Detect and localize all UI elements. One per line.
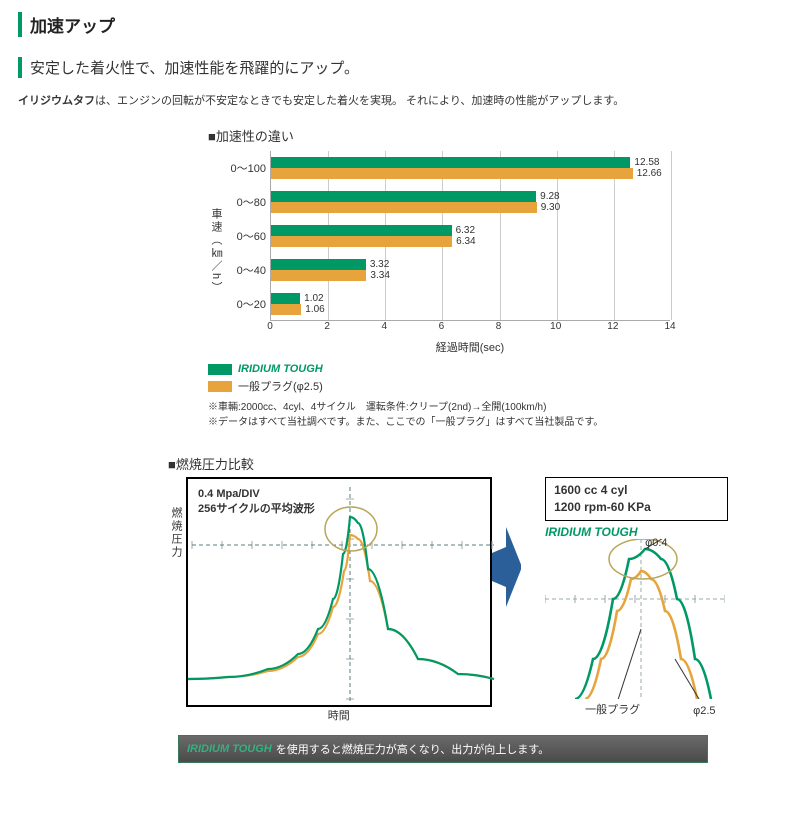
bar-value: 9.30 — [541, 202, 560, 213]
bar-value: 6.32 — [456, 225, 475, 236]
intro-bold: イリジウムタフ — [18, 95, 95, 107]
bar-chart-note1: ※車輛:2000cc、4cyl、4サイクル 運転条件:クリープ(2nd)→全開(… — [208, 400, 708, 415]
pressure-right-box: 1600 cc 4 cyl 1200 rpm-60 KPa — [545, 477, 728, 521]
legend-swatch-iridium — [208, 364, 232, 375]
legend-label-iridium: IRIDIUM TOUGH — [238, 363, 323, 375]
intro-text: イリジウムタフは、エンジンの回転が不安定なときでも安定した着火を実現。 それによ… — [18, 92, 782, 108]
bar — [271, 293, 300, 304]
bar-chart-note2: ※データはすべて当社調べです。また、ここでの「一般プラグ」はすべて当社製品です。 — [208, 415, 708, 430]
pressure-left-plot: 0.4 Mpa/DIV 256サイクルの平均波形 時間 — [186, 477, 492, 707]
bar-chart-section: ■加速性の違い 車速（㎞／h） 0～1000～800～600～400～20 12… — [208, 126, 708, 430]
footer-text: を使用すると燃焼圧力が高くなり、出力が向上します。 — [276, 741, 549, 757]
bar-chart-ylabel: 車速（㎞／h） — [208, 151, 224, 321]
xtick: 2 — [324, 321, 330, 332]
footer-band: IRIDIUM TOUGH を使用すると燃焼圧力が高くなり、出力が向上します。 — [178, 735, 708, 763]
ycat: 0～80 — [224, 185, 270, 219]
bar-chart-ycats: 0～1000～800～600～400～20 — [224, 151, 270, 321]
ycat: 0～20 — [224, 287, 270, 321]
pressure-title: ■燃焼圧力比較 — [168, 454, 728, 473]
pressure-section: ■燃焼圧力比較 燃焼圧力 0.4 Mpa/DIV 256サイクルの平均波形 時間… — [168, 454, 728, 707]
legend-swatch-general — [208, 381, 232, 392]
bar — [271, 304, 301, 315]
bar — [271, 202, 537, 213]
bar-chart-xaxis: 02468101214 — [270, 321, 670, 337]
subheading: 安定した着火性で、加速性能を飛躍的にアップ。 — [18, 57, 782, 78]
bar — [271, 157, 630, 168]
pressure-ylabel: 燃焼圧力 — [168, 477, 184, 559]
bar — [271, 236, 452, 247]
ycat: 0～100 — [224, 151, 270, 185]
xtick: 6 — [439, 321, 445, 332]
xtick: 12 — [607, 321, 618, 332]
bar-value: 1.02 — [304, 293, 323, 304]
pressure-info2: 256サイクルの平均波形 — [198, 502, 315, 517]
bar-value: 6.34 — [456, 236, 475, 247]
pressure-right-brand: IRIDIUM TOUGH — [545, 525, 728, 539]
xtick: 14 — [664, 321, 675, 332]
bar — [271, 191, 536, 202]
bar-value: 12.58 — [634, 157, 659, 168]
bar-value: 12.66 — [637, 168, 662, 179]
pressure-info1: 0.4 Mpa/DIV — [198, 487, 315, 502]
pressure-right-line1: 1600 cc 4 cyl — [554, 482, 719, 499]
xtick: 8 — [496, 321, 502, 332]
pressure-right: 1600 cc 4 cyl 1200 rpm-60 KPa IRIDIUM TO… — [521, 477, 728, 699]
bar-value: 3.34 — [370, 270, 389, 281]
xtick: 0 — [267, 321, 273, 332]
bar — [271, 270, 366, 281]
xtick: 4 — [382, 321, 388, 332]
ycat: 0～40 — [224, 253, 270, 287]
bar — [271, 259, 366, 270]
bar-chart-notes: ※車輛:2000cc、4cyl、4サイクル 運転条件:クリープ(2nd)→全開(… — [208, 400, 708, 430]
bar-value: 3.32 — [370, 259, 389, 270]
bar — [271, 225, 452, 236]
phi-green-label: φ0.4 — [645, 537, 667, 549]
intro-rest: は、エンジンの回転が不安定なときでも安定した着火を実現。 それにより、加速時の性… — [95, 95, 624, 107]
bar — [271, 168, 633, 179]
xtick: 10 — [550, 321, 561, 332]
bar-chart-title: ■加速性の違い — [208, 126, 708, 145]
phi-orange-label: φ2.5 — [693, 705, 715, 717]
general-plug-label: 一般プラグ — [585, 701, 640, 717]
heading: 加速アップ — [18, 12, 782, 37]
pressure-right-plot: φ0.4 φ2.5 一般プラグ — [545, 539, 725, 699]
ycat: 0～60 — [224, 219, 270, 253]
bar-chart-xlabel: 経過時間(sec) — [270, 339, 670, 355]
bar-value: 1.06 — [305, 304, 324, 315]
pressure-xlabel: 時間 — [188, 707, 490, 723]
bar-chart-legend: IRIDIUM TOUGH 一般プラグ(φ2.5) — [208, 363, 708, 394]
pressure-right-line2: 1200 rpm-60 KPa — [554, 499, 719, 516]
legend-label-general: 一般プラグ(φ2.5) — [238, 378, 323, 394]
bar-chart-plot: 12.5812.66 9.289.30 6.326.34 3.323.34 1.021.… — [270, 151, 670, 321]
bar-value: 9.28 — [540, 191, 559, 202]
footer-brand: IRIDIUM TOUGH — [187, 743, 272, 755]
